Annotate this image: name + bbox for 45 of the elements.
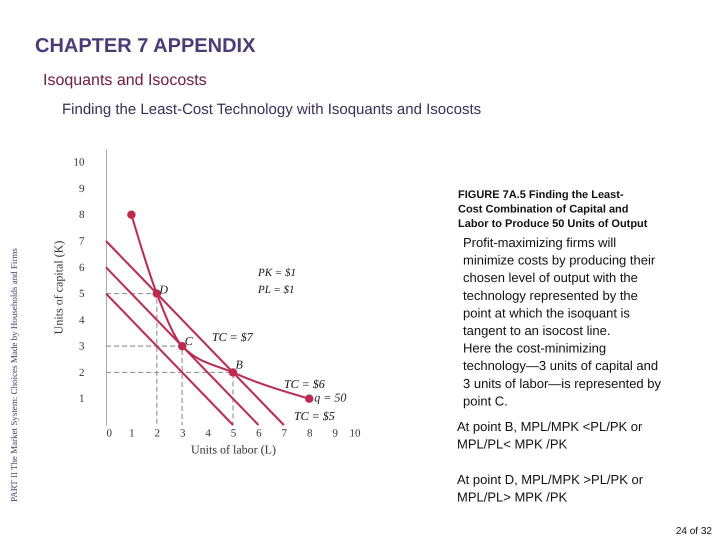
x-tick-label: 0	[106, 428, 112, 440]
text: Profit-maximizing firms will minimize costs by producing their chosen level of output with the technology represented by the point at which the isoquant is tangent to an isocost line. Here the cost-minimizing technology—3 units of capital and 3 units of labor—is represented by point C.	[463, 235, 661, 408]
x-tick-label: 8	[306, 428, 313, 440]
annotation: q = 50	[314, 390, 346, 404]
chart-title: CHAPTER 7 APPENDIX	[35, 35, 256, 57]
x-tick-label: 3	[180, 428, 186, 440]
point	[127, 210, 136, 219]
y-tick-label: 10	[74, 156, 85, 169]
x-tick-label: 6	[256, 428, 262, 440]
annotation: TC = $7	[212, 330, 254, 344]
annotation: B	[236, 358, 244, 372]
point	[228, 368, 238, 377]
y-tick-label: 7	[79, 236, 85, 248]
y-tick-label: 6	[79, 262, 85, 274]
x-tick-label: 4	[205, 428, 212, 440]
y-tick-label: 9	[79, 182, 85, 195]
annotation: C	[184, 334, 194, 348]
y-axis-title: Units of capital (K)	[52, 240, 66, 334]
chart-subtitle: Isoquants and Isocosts	[43, 72, 207, 89]
x-tick-label: 2	[154, 428, 160, 440]
y-tick-label: 4	[79, 314, 85, 326]
text: 24 of 32	[676, 526, 712, 537]
y-tick-label: 8	[79, 209, 85, 222]
text: PART II The Market System: Choices Made by Households and Firms	[9, 248, 19, 502]
point	[178, 342, 186, 350]
text: At point D, MPL/MPK >PL/PK or MPL/PL> MPK /PK	[457, 472, 644, 505]
x-tick-label: 10	[350, 428, 361, 440]
y-tick-label: 1	[79, 393, 84, 406]
y-tick-label: 3	[79, 340, 85, 353]
text: At point B, MPL/MPK <PL/PK or MPL/PL< MPK /PK	[457, 419, 644, 452]
x-tick-label: 7	[282, 428, 288, 440]
x-axis-title: Units of labor (L)	[191, 442, 276, 456]
x-tick-label: 5	[230, 428, 237, 440]
annotation: TC = $6	[284, 377, 325, 391]
point	[305, 394, 314, 403]
text: Finding the Least-Cost Technology with Isoquants and Isocosts	[62, 101, 482, 118]
annotation: TC = $5	[294, 409, 335, 423]
x-tick-label: 9	[332, 428, 338, 440]
annotation: PL = $1	[257, 284, 295, 296]
y-tick-label: 2	[79, 366, 84, 379]
annotation: PK = $1	[257, 267, 296, 279]
x-tick-label: 1	[129, 428, 135, 440]
y-tick-label: 5	[79, 288, 85, 300]
annotation: D	[158, 282, 168, 297]
caption: FIGURE 7A.5 Finding the Least- Cost Combination of Capital and Labor to Produce 50 Units of Output	[458, 189, 648, 230]
